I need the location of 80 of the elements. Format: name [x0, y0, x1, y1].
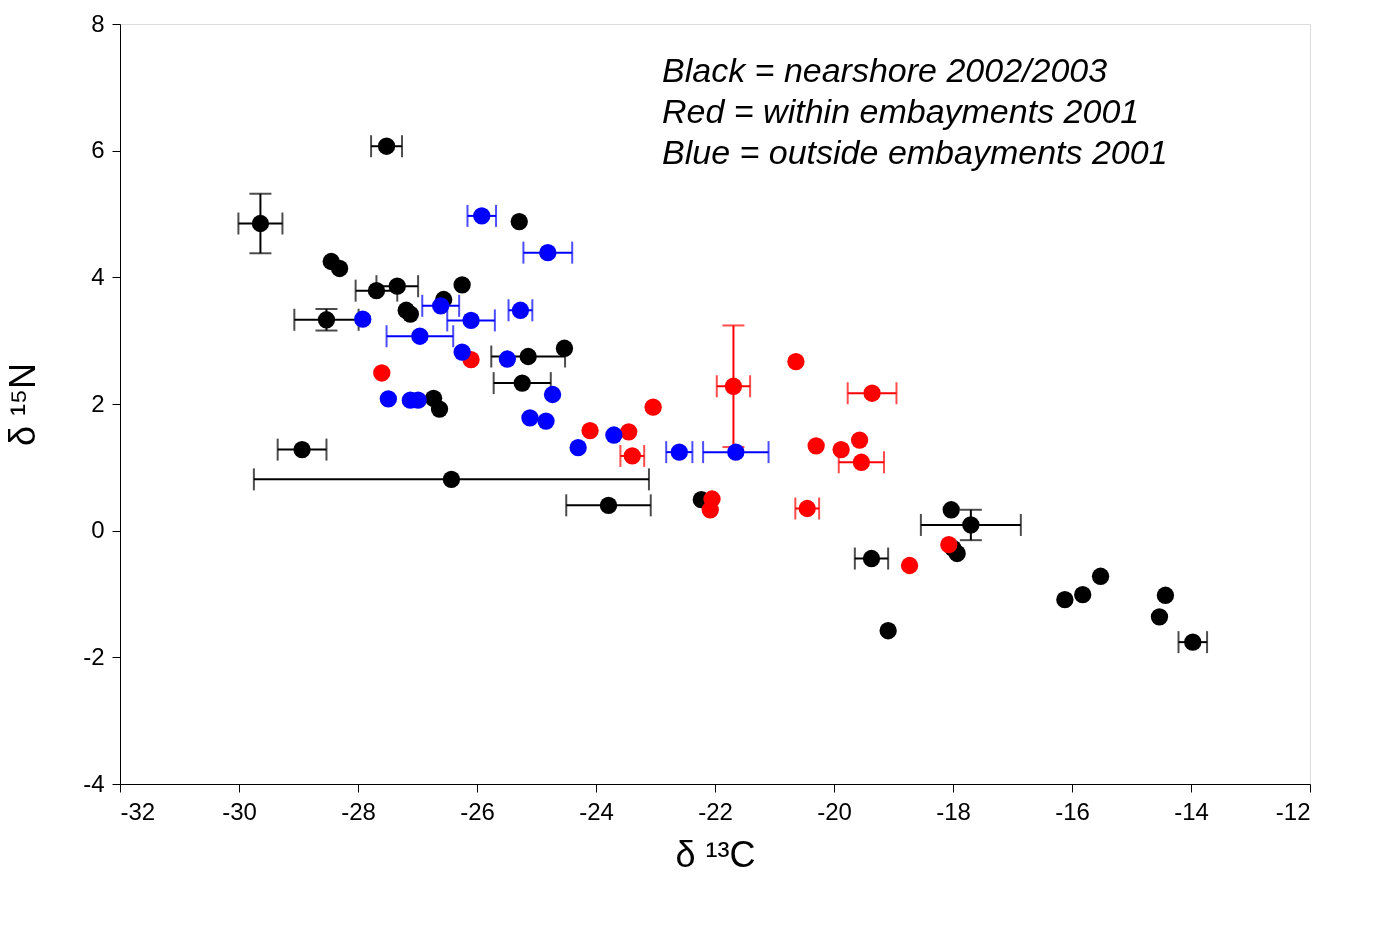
x-axis-title: δ ¹³C [675, 833, 756, 875]
x-tick-label: -26 [460, 797, 495, 825]
point [605, 426, 623, 444]
point [251, 214, 270, 233]
point [620, 423, 638, 441]
point [599, 496, 618, 514]
point [293, 440, 311, 459]
y-tick-label: 6 [91, 136, 105, 164]
point [701, 501, 719, 519]
point [330, 259, 349, 278]
x-tick-label: -30 [222, 797, 257, 825]
point [442, 470, 461, 489]
x-tick-label: -22 [698, 797, 733, 825]
point [623, 447, 641, 465]
annotation: Black = nearshore 2002/2003 [662, 51, 1108, 89]
x-tick-label: -20 [817, 797, 852, 825]
point [942, 501, 960, 519]
point [498, 350, 517, 368]
point [724, 377, 743, 395]
y-tick-label: 2 [91, 389, 105, 417]
point [644, 398, 662, 416]
point [453, 276, 471, 294]
point [863, 384, 881, 402]
point [519, 347, 537, 366]
point [807, 437, 825, 455]
annotation: Blue = outside embayments 2001 [662, 133, 1168, 171]
point [1091, 567, 1110, 585]
point [862, 549, 881, 568]
point [513, 374, 531, 392]
point [1156, 586, 1175, 604]
point [354, 310, 372, 328]
y-tick-label: 8 [91, 9, 105, 37]
point [900, 556, 919, 575]
point [962, 516, 980, 534]
point [569, 439, 587, 457]
point [850, 431, 869, 449]
point [670, 443, 688, 461]
point [581, 421, 599, 440]
point [388, 277, 406, 295]
y-tick-label: 0 [91, 516, 105, 544]
point [832, 440, 850, 459]
point [453, 343, 471, 361]
point [367, 281, 386, 300]
point [379, 390, 398, 408]
point [1150, 608, 1169, 626]
point [879, 622, 897, 640]
x-tick-label: -18 [936, 797, 971, 825]
annotation: Red = within embayments 2001 [662, 92, 1140, 130]
point [727, 443, 745, 461]
x-tick-label: -14 [1174, 797, 1209, 825]
point [411, 327, 429, 345]
point [798, 499, 816, 518]
point [510, 212, 528, 231]
point [555, 339, 574, 357]
point [1074, 585, 1092, 604]
point [543, 385, 562, 404]
point [1056, 591, 1074, 609]
y-tick-label: -2 [83, 642, 105, 670]
point [373, 364, 391, 382]
point [521, 409, 539, 427]
point [430, 400, 449, 418]
y-axis-title: δ ¹⁵N [2, 363, 44, 446]
point [473, 207, 491, 225]
x-tick-label: -24 [579, 797, 614, 825]
point [537, 412, 555, 430]
point [852, 453, 871, 471]
point [401, 305, 420, 323]
point [432, 297, 450, 315]
y-tick-label: -4 [83, 769, 105, 797]
x-tick-label: -32 [120, 797, 156, 825]
point [940, 535, 958, 554]
x-tick-label: -28 [341, 797, 376, 825]
y-tick-label: 4 [91, 262, 105, 290]
point [377, 137, 396, 155]
point [539, 243, 557, 262]
point [787, 352, 805, 371]
x-tick-label: -16 [1055, 797, 1090, 825]
x-tick-label: -12 [1275, 797, 1311, 825]
point [1184, 633, 1202, 651]
point [462, 311, 480, 330]
